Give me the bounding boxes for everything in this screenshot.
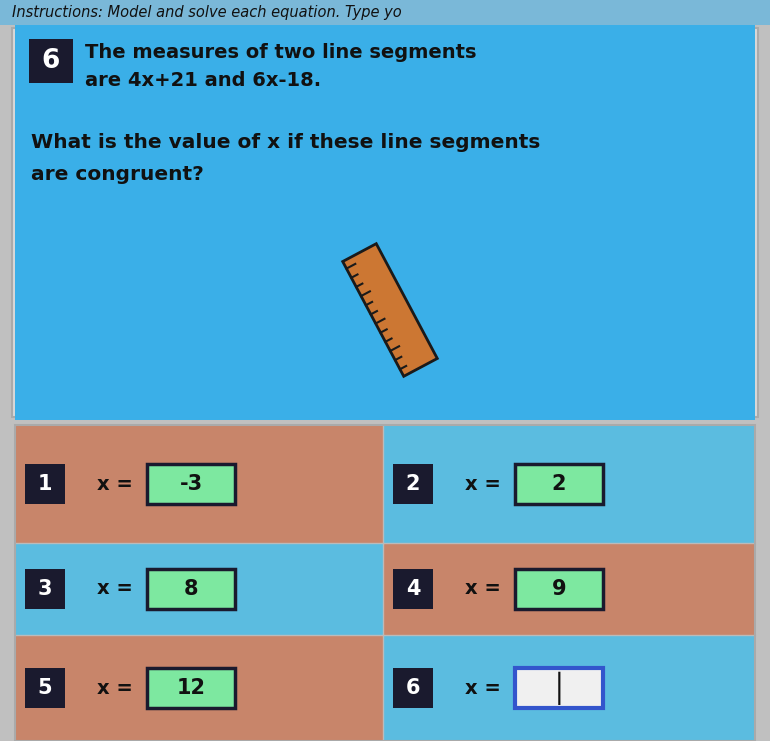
Text: 4: 4 xyxy=(406,579,420,599)
Bar xyxy=(25,569,65,609)
Bar xyxy=(393,464,433,504)
Text: 2: 2 xyxy=(406,474,420,494)
Text: are 4x+21 and 6x-18.: are 4x+21 and 6x-18. xyxy=(85,71,321,90)
Bar xyxy=(383,425,755,543)
Bar xyxy=(515,668,603,708)
Text: 1: 1 xyxy=(38,474,52,494)
Bar xyxy=(15,635,383,741)
Text: x =: x = xyxy=(465,679,500,697)
Text: │: │ xyxy=(551,671,567,705)
Bar xyxy=(25,464,65,504)
Bar xyxy=(15,425,383,543)
Bar xyxy=(25,668,65,708)
Text: 5: 5 xyxy=(38,678,52,698)
Bar xyxy=(12,28,758,417)
Bar xyxy=(515,569,603,609)
Bar xyxy=(383,543,755,635)
Text: The measures of two line segments: The measures of two line segments xyxy=(85,43,477,62)
Bar xyxy=(0,0,770,25)
Bar xyxy=(15,543,383,635)
Text: x =: x = xyxy=(97,679,133,697)
Bar xyxy=(383,635,755,741)
Bar xyxy=(515,464,603,504)
Bar xyxy=(393,569,433,609)
Text: 6: 6 xyxy=(406,678,420,698)
Bar xyxy=(15,425,755,741)
Bar xyxy=(29,39,73,83)
Text: x =: x = xyxy=(465,474,500,494)
Text: x =: x = xyxy=(97,474,133,494)
Text: x =: x = xyxy=(465,579,500,599)
Text: Instructions: Model and solve each equation. Type yo: Instructions: Model and solve each equat… xyxy=(12,5,402,20)
Text: x =: x = xyxy=(97,579,133,599)
Text: 8: 8 xyxy=(184,579,198,599)
Text: 12: 12 xyxy=(176,678,206,698)
Bar xyxy=(147,668,235,708)
Text: -3: -3 xyxy=(179,474,203,494)
Bar xyxy=(343,244,437,376)
Bar xyxy=(147,464,235,504)
Bar xyxy=(147,569,235,609)
Text: 9: 9 xyxy=(551,579,566,599)
Text: 6: 6 xyxy=(42,48,60,74)
Text: What is the value of x if these line segments: What is the value of x if these line seg… xyxy=(31,133,541,152)
Bar xyxy=(393,668,433,708)
Text: 2: 2 xyxy=(552,474,566,494)
Text: are congruent?: are congruent? xyxy=(31,165,204,184)
Bar xyxy=(15,25,755,420)
Text: 3: 3 xyxy=(38,579,52,599)
